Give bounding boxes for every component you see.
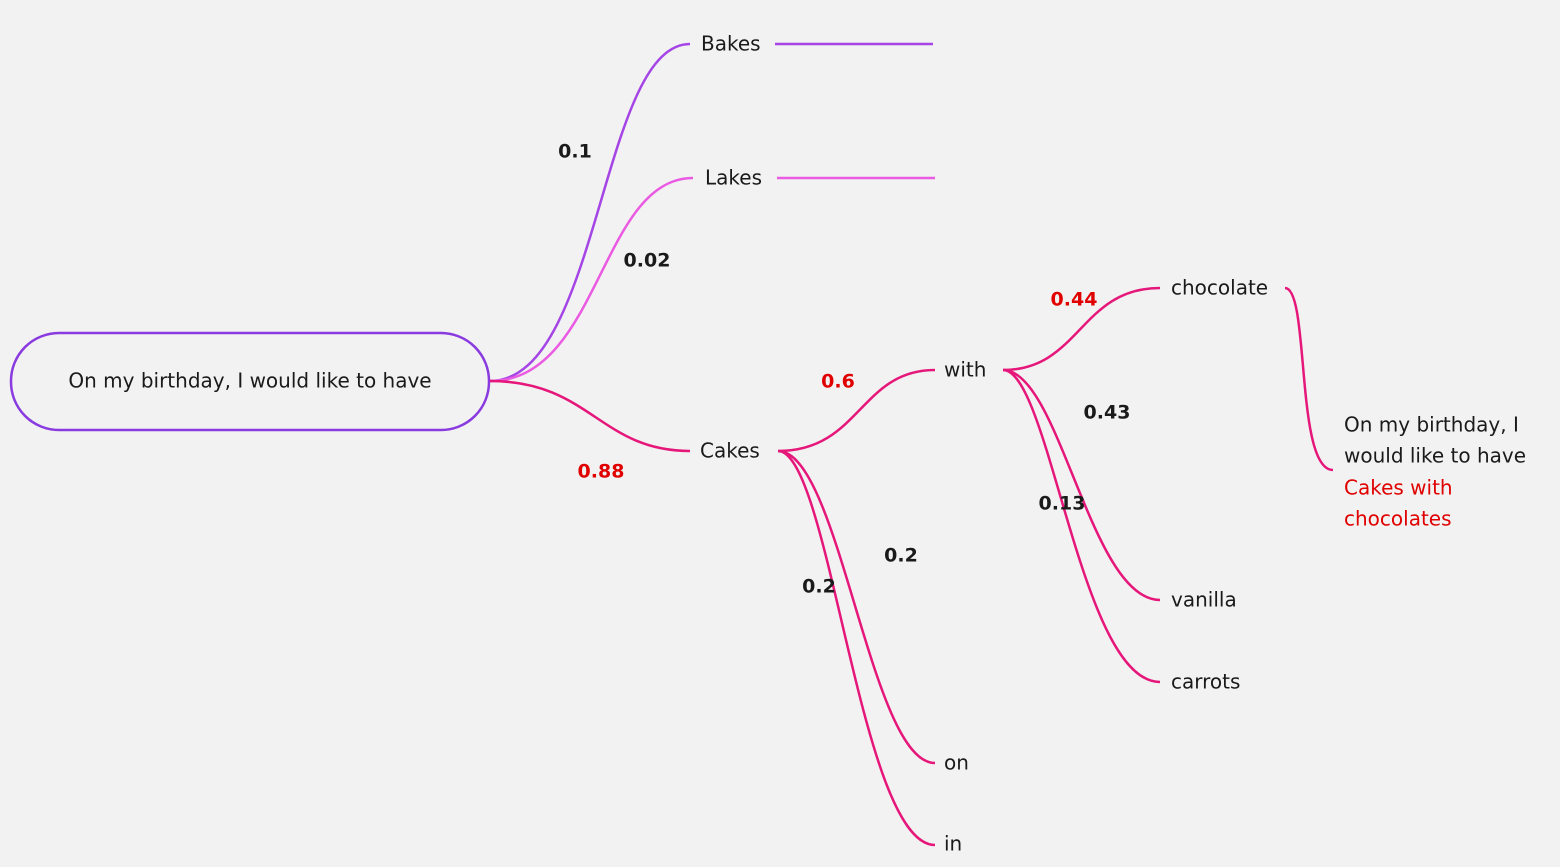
node-label: in [944,832,962,856]
node-label: vanilla [1171,588,1237,612]
edges [489,286,1334,847]
node-label: chocolate [1171,276,1268,300]
edge [777,368,936,453]
edge [1002,368,1161,684]
node-label: with [944,358,986,382]
probability: 0.44 [1051,289,1098,311]
probability: 0.2 [884,545,918,567]
result-line: On my birthday, I [1344,413,1519,437]
probability: 0.2 [802,576,836,598]
probability: 0.13 [1039,493,1086,515]
result-line: would like to have [1344,444,1526,468]
result-highlight: chocolates [1344,507,1452,531]
root-node [9,331,491,432]
probability: 0.1 [558,141,592,163]
probability: 0.88 [578,461,625,483]
node-label: carrots [1171,670,1240,694]
probability: 0.6 [821,371,855,393]
node-label: Lakes [705,166,762,190]
edge [489,379,691,453]
edge [777,449,936,847]
probability: 0.02 [624,250,671,272]
node-label: on [944,751,969,775]
node-label: Bakes [701,32,761,56]
edge [489,42,691,383]
edge [1002,286,1161,372]
node-label: Cakes [700,439,760,463]
edge [777,449,936,765]
probability: 0.43 [1084,402,1131,424]
result-highlight: Cakes with [1344,476,1453,500]
edge [1002,368,1161,602]
edge [489,176,694,383]
root-label: On my birthday, I would like to have [68,369,431,393]
edge [1284,286,1334,472]
